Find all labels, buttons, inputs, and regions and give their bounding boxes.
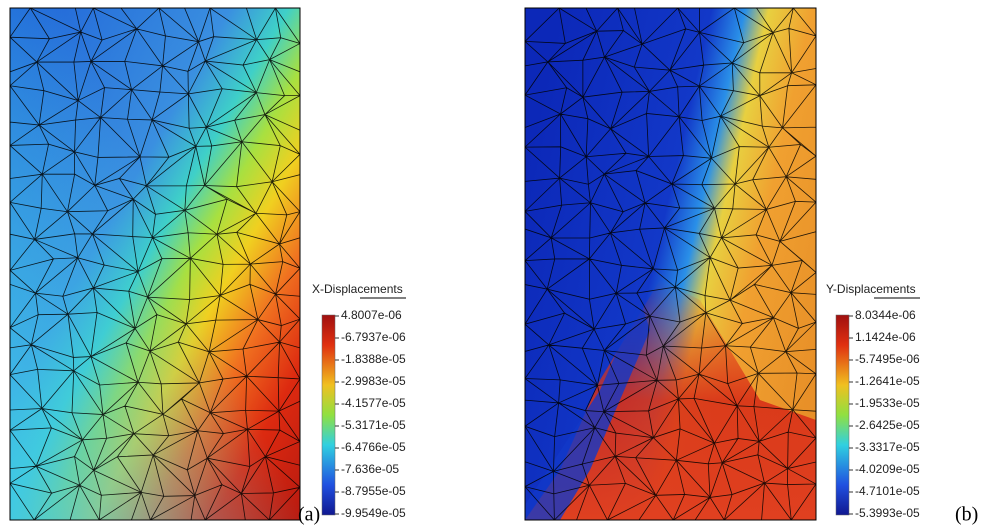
colorbar-title: X-Displacements — [312, 282, 403, 296]
field — [525, 300, 650, 520]
colorbar-label: -9.9549e-05 — [341, 506, 406, 520]
colorbar-title: Y-Displacements — [826, 282, 916, 296]
frame — [9, 7, 301, 521]
colorbar-label: -6.7937e-06 — [341, 330, 406, 344]
colorbar-label: -2.6425e-05 — [855, 418, 920, 432]
colorbar-label: -6.4766e-05 — [341, 440, 406, 454]
panel-b — [524, 7, 817, 521]
colorbar-label: -3.3317e-05 — [855, 440, 920, 454]
colorbar-label: -5.7495e-06 — [855, 352, 920, 366]
colorbar-label: -1.9533e-05 — [855, 396, 920, 410]
colorbar-label: -1.2641e-05 — [855, 374, 920, 388]
colorbar-label: -5.3171e-05 — [341, 418, 406, 432]
colorbar-label: -8.7955e-05 — [341, 484, 406, 498]
colorbar-label: 4.8007e-06 — [341, 308, 402, 322]
caption: (b) — [955, 504, 978, 526]
mesh — [525, 8, 816, 520]
panel-a — [9, 7, 301, 521]
colorbar-label: -7.636e-05 — [341, 462, 399, 476]
colorbar-label: -5.3993e-05 — [855, 506, 920, 520]
colorbar-label: -4.0209e-05 — [855, 462, 920, 476]
colorbar-label: 1.1424e-06 — [855, 330, 916, 344]
colorbar-label: -1.8388e-05 — [341, 352, 406, 366]
colorbar-label: 8.0344e-06 — [855, 308, 916, 322]
frame — [524, 7, 817, 521]
colorbar-label: -4.7101e-05 — [855, 484, 920, 498]
colorbar-label: -2.9983e-05 — [341, 374, 406, 388]
colorbar-label: -4.1577e-05 — [341, 396, 406, 410]
mesh — [10, 8, 300, 520]
caption: (a) — [298, 504, 320, 526]
colorbar — [835, 314, 850, 516]
colorbar — [321, 314, 336, 516]
